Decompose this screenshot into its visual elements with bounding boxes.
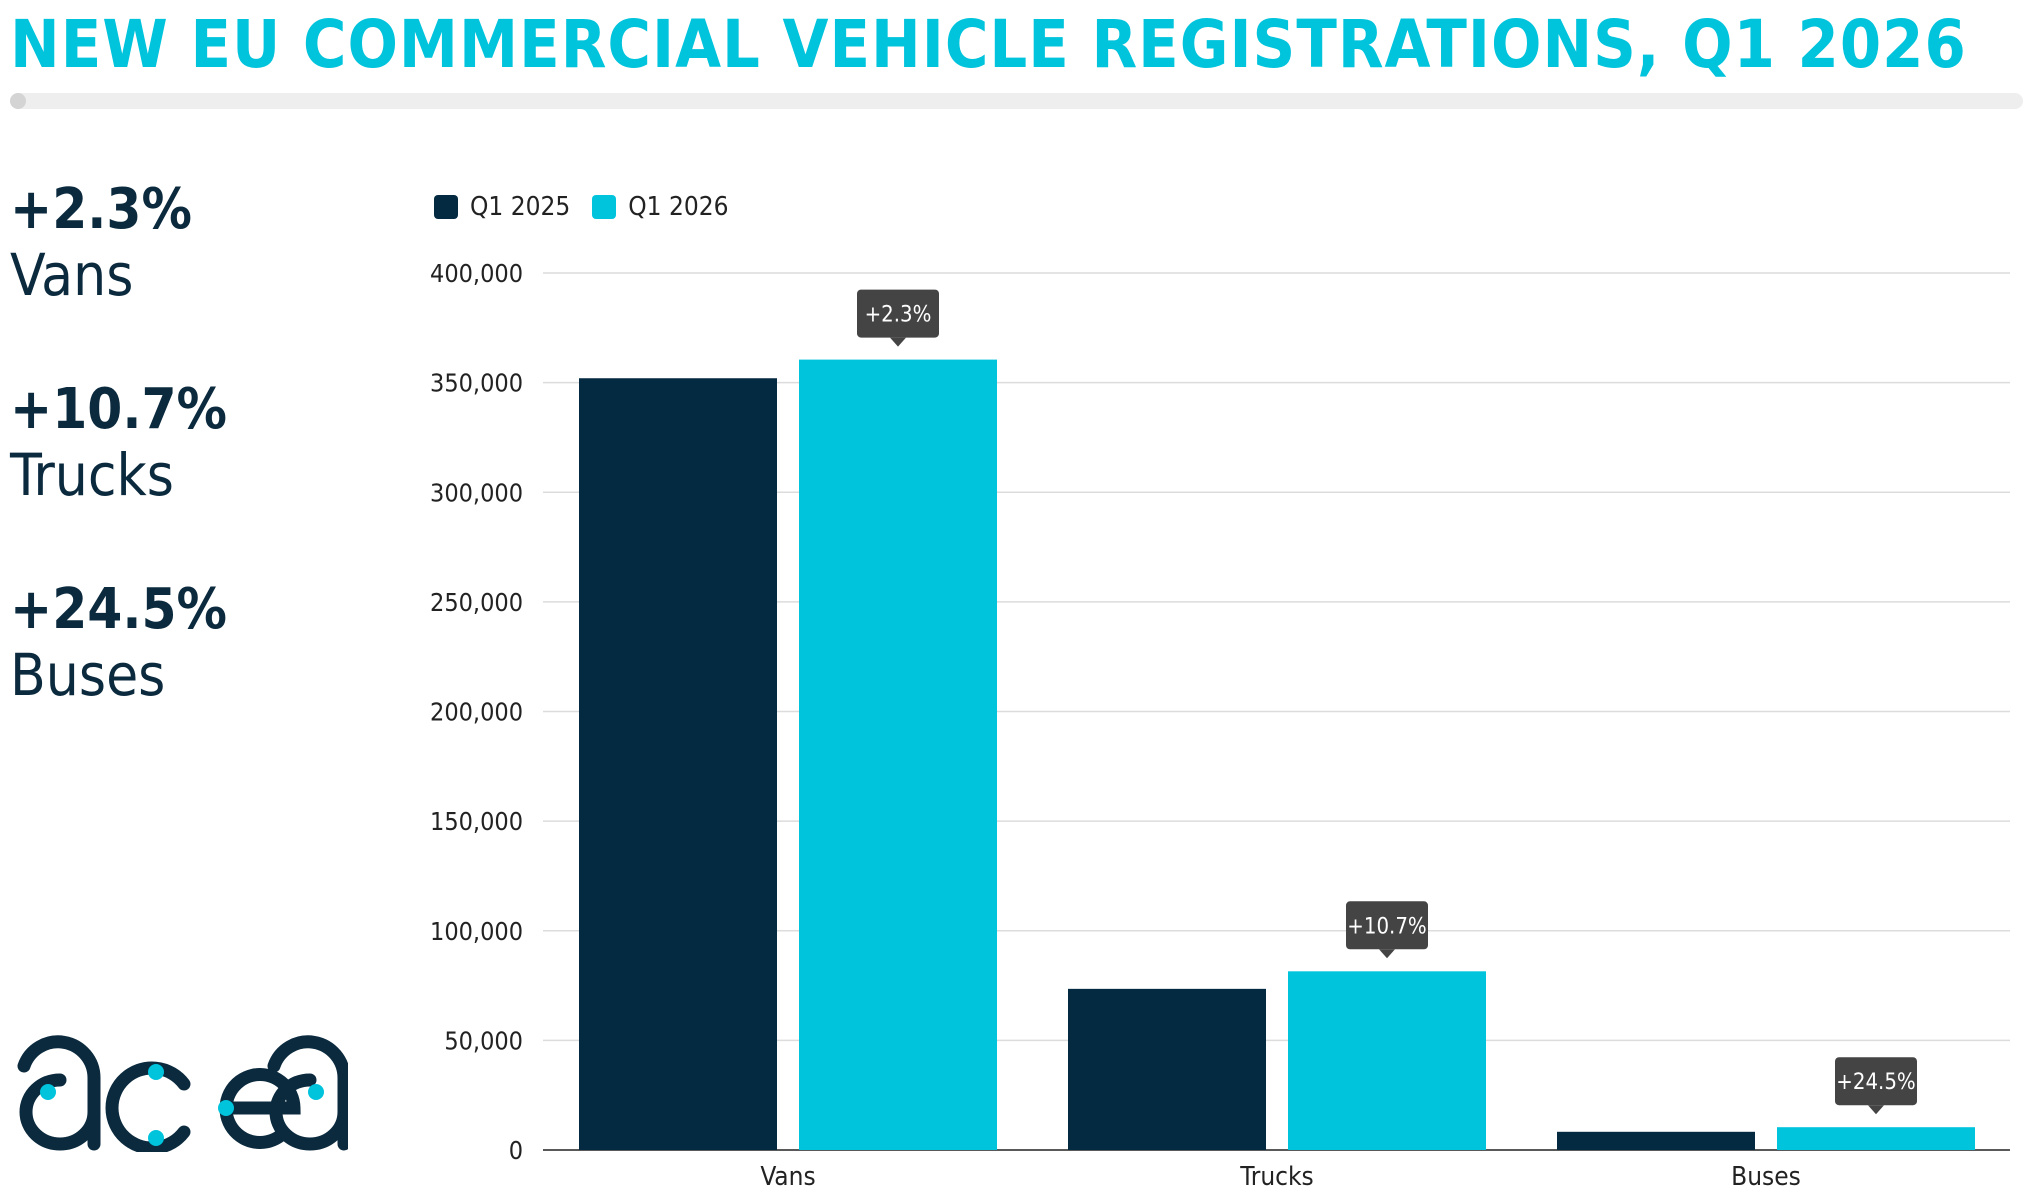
bar-buses-q1-2025[interactable] (1557, 1131, 1755, 1150)
annotation-pointer (1868, 1105, 1884, 1115)
chart-legend: Q1 2025 Q1 2026 (434, 192, 750, 222)
y-tick-label: 150,000 (430, 807, 523, 836)
kpi-trucks: +10.7% Trucks (10, 378, 370, 578)
acea-logo: acea (8, 1035, 348, 1152)
annotation-box (857, 289, 939, 338)
kpi-trucks-value: +10.7% (10, 377, 227, 442)
legend-item-q1-2025[interactable]: Q1 2025 (434, 192, 570, 222)
annotation-text: +2.3% (865, 303, 932, 328)
x-tick-label-vans: Vans (760, 1162, 815, 1192)
x-tick-label-buses: Buses (1731, 1162, 1801, 1192)
kpi-buses-label: Buses (10, 641, 166, 709)
annotation-box (1346, 901, 1428, 950)
kpi-trucks-label: Trucks (10, 441, 174, 509)
y-tick-label: 0 (509, 1136, 523, 1165)
legend-swatch-q1-2025 (434, 195, 458, 219)
annotation-text: +24.5% (1836, 1070, 1915, 1095)
annotation-pointer (1379, 949, 1395, 959)
y-axis-ticks: 0 50,000 100,000 150,000 200,000 250,000 300,0… (430, 259, 523, 1165)
kpi-vans: +2.3% Vans (10, 178, 370, 378)
bar-buses-q1-2026[interactable] (1777, 1127, 1975, 1150)
title-divider (10, 93, 2023, 109)
y-tick-label: 50,000 (444, 1026, 523, 1055)
annotation-vans: +2.3% (857, 289, 939, 347)
bar-trucks-q1-2026[interactable] (1288, 971, 1486, 1150)
y-tick-label: 350,000 (430, 369, 523, 398)
y-tick-label: 300,000 (430, 478, 523, 507)
kpi-vans-label: Vans (10, 241, 134, 309)
chart-annotations: +2.3% +10.7% +24.5% (857, 289, 1917, 1115)
annotation-text: +10.7% (1347, 914, 1426, 939)
legend-label-q1-2026: Q1 2026 (628, 192, 729, 222)
logo-text: acea (8, 1051, 11, 1053)
title-divider-dot (10, 93, 26, 109)
kpi-buses: +24.5% Buses (10, 578, 370, 778)
annotation-trucks: +10.7% (1346, 901, 1428, 959)
y-tick-label: 200,000 (430, 698, 523, 727)
y-tick-label: 400,000 (430, 259, 523, 288)
legend-swatch-q1-2026 (592, 195, 617, 219)
kpi-buses-value: +24.5% (10, 577, 227, 642)
legend-label-q1-2025: Q1 2025 (470, 192, 571, 222)
y-tick-label: 100,000 (430, 917, 523, 946)
chart-bars (579, 359, 1975, 1150)
annotation-buses: +24.5% (1835, 1057, 1917, 1115)
chart-title: NEW EU COMMERCIAL VEHICLE REGISTRATIONS,… (10, 6, 1967, 83)
bar-vans-q1-2025[interactable] (579, 378, 777, 1150)
kpi-panel: +2.3% Vans +10.7% Trucks +24.5% Buses (10, 178, 370, 778)
chart-gridlines (543, 272, 2010, 1151)
x-axis-labels: Vans Trucks Buses (760, 1162, 1800, 1192)
x-tick-label-trucks: Trucks (1239, 1162, 1314, 1192)
bar-vans-q1-2026[interactable] (799, 359, 997, 1150)
kpi-vans-value: +2.3% (10, 177, 192, 242)
bar-trucks-q1-2025[interactable] (1068, 988, 1266, 1150)
y-tick-label: 250,000 (430, 588, 523, 617)
legend-item-q1-2026[interactable]: Q1 2026 (592, 192, 728, 222)
annotation-box (1835, 1057, 1917, 1106)
annotation-pointer (890, 337, 906, 347)
